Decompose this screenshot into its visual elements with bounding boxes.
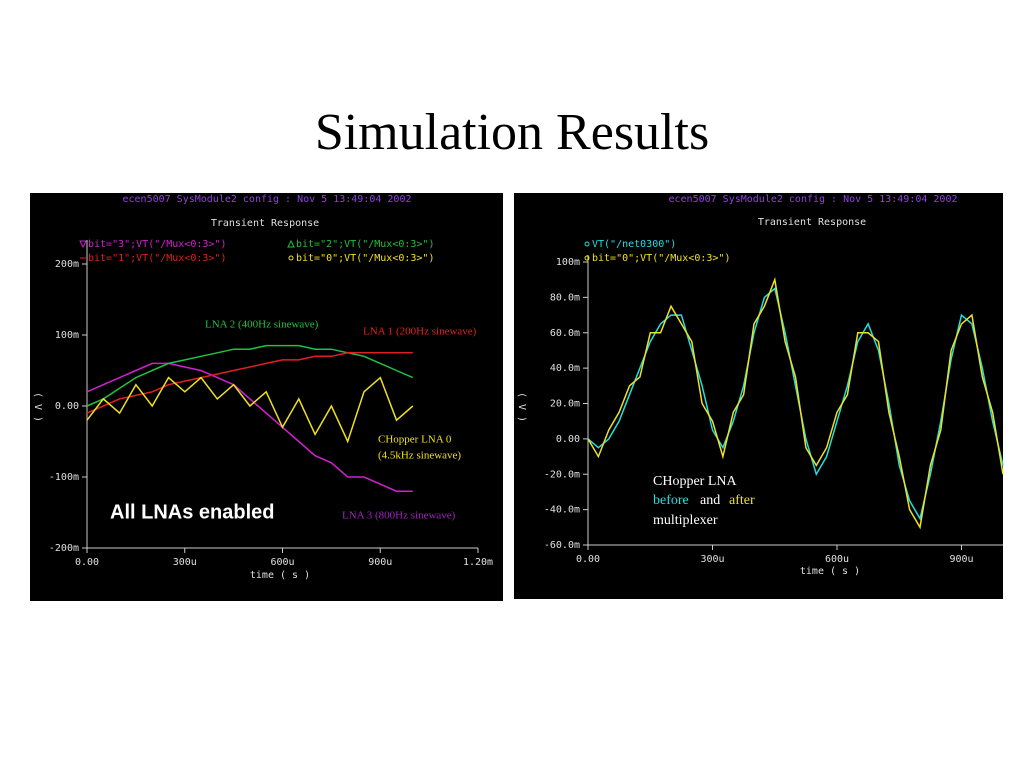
slide-title: Simulation Results (315, 104, 709, 161)
y-tick-label: -40.0m (544, 505, 580, 516)
series-line (86, 362, 413, 492)
y-axis-label: ( V ) (32, 392, 43, 422)
y-tick-label: 0.00 (55, 401, 79, 412)
legend-label: bit="3";VT("/Mux<0:3>") (88, 239, 226, 250)
y-tick-label: 0.00 (556, 434, 580, 445)
annotation: CHopper LNA (653, 474, 737, 489)
x-axis-label: time ( s ) (250, 570, 310, 581)
annotation: LNA 3 (800Hz sinewave) (342, 510, 456, 522)
y-tick-label: 80.0m (550, 292, 580, 303)
annotation: after (729, 493, 755, 508)
y-tick-label: -100m (49, 472, 79, 483)
x-tick-label: 600u (825, 554, 849, 565)
x-axis-label: time ( s ) (800, 566, 860, 577)
legend-marker (584, 241, 590, 247)
annotation: multiplexer (653, 513, 718, 528)
annotation: All LNAs enabled (110, 501, 274, 523)
y-tick-label: 200m (55, 259, 79, 270)
legend-marker (584, 255, 590, 261)
y-tick-label: -60.0m (544, 540, 580, 551)
series-line (86, 376, 414, 444)
y-tick-label: -200m (49, 543, 79, 554)
annotation: LNA 1 (200Hz sinewave) (363, 326, 477, 338)
y-axis-label: ( V ) (516, 392, 527, 422)
series-line (587, 276, 1004, 530)
x-tick-label: 1.20m (463, 557, 493, 568)
chart-title: Transient Response (758, 217, 866, 228)
x-tick-label: 300u (173, 557, 197, 568)
y-tick-label: 100m (556, 257, 580, 268)
annotation: before (653, 493, 689, 508)
series-line (86, 352, 413, 414)
legend-label: bit="2";VT("/Mux<0:3>") (296, 239, 434, 250)
x-tick-label: 900u (368, 557, 392, 568)
x-tick-label: 0.00 (576, 554, 600, 565)
annotation: and (700, 493, 720, 508)
legend-label: VT("/net0300") (592, 239, 676, 250)
series-line (587, 287, 1004, 521)
y-tick-label: 20.0m (550, 399, 580, 410)
x-tick-label: 900u (949, 554, 973, 565)
x-tick-label: 300u (700, 554, 724, 565)
legend-label: bit="0";VT("/Mux<0:3>") (592, 253, 730, 264)
chart-panel (30, 193, 503, 601)
legend-marker (79, 240, 87, 249)
y-tick-label: -20.0m (544, 469, 580, 480)
annotation: (4.5kHz sinewave) (378, 450, 461, 462)
legend-marker (288, 255, 294, 261)
annotation: LNA 2 (400Hz sinewave) (205, 319, 319, 331)
x-tick-label: 600u (270, 557, 294, 568)
chart-panel (514, 193, 1003, 599)
x-tick-label: 0.00 (75, 557, 99, 568)
chart-header: ecen5007 SysModule2 config : Nov 5 13:49… (123, 194, 412, 205)
y-tick-label: 40.0m (550, 363, 580, 374)
y-tick-label: 60.0m (550, 328, 580, 339)
series-line (86, 344, 414, 407)
chart-title: Transient Response (211, 218, 319, 229)
y-tick-label: 100m (55, 330, 79, 341)
annotation: CHopper LNA 0 (378, 434, 452, 446)
chart-header: ecen5007 SysModule2 config : Nov 5 13:49… (669, 194, 958, 205)
legend-label: bit="1";VT("/Mux<0:3>") (88, 253, 226, 264)
legend-label: bit="0";VT("/Mux<0:3>") (296, 253, 434, 264)
legend-marker (287, 239, 295, 248)
